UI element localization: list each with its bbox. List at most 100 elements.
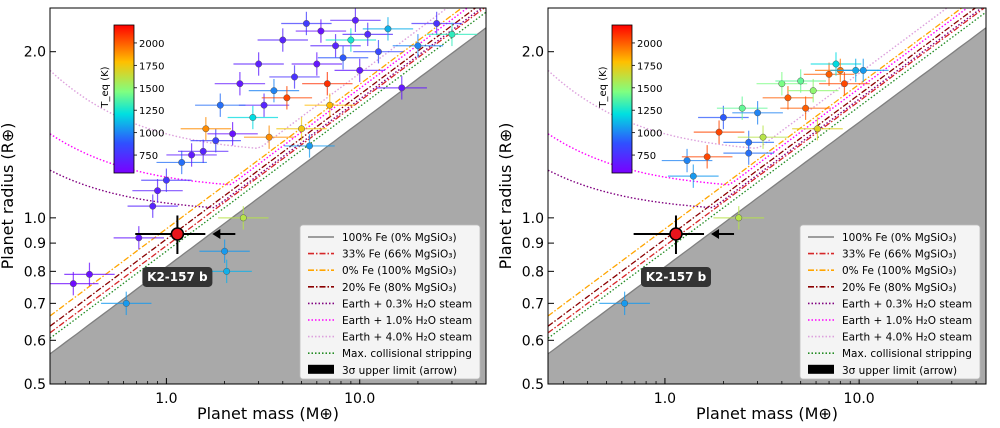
data-point [384, 25, 392, 33]
colorbar-tick-label: 1500 [637, 84, 662, 95]
data-point [313, 60, 321, 68]
model-curve [548, 8, 986, 334]
legend-box [299, 224, 481, 380]
colorbar-tick-label: 1500 [139, 84, 164, 95]
legend-label: 0% Fe (100% MgSiO₃) [342, 265, 457, 277]
y-axis-title: Planet radius (R⊕) [0, 123, 17, 270]
model-curve [548, 11, 986, 339]
data-point [448, 30, 456, 38]
steam-curve [50, 8, 469, 186]
callout-box [142, 266, 213, 287]
data-point [414, 42, 422, 50]
callout-label: K2-157 b [147, 270, 208, 284]
data-point [375, 48, 382, 56]
legend-swatch [308, 364, 334, 374]
y-tick-label: 1.0 [24, 211, 46, 227]
model-curve [50, 8, 463, 317]
plot-frame [547, 7, 987, 385]
y-tick-label: 0.9 [24, 236, 46, 252]
colorbar-label: T_eq (K) [598, 66, 609, 108]
y-tick-label: 1.0 [522, 211, 544, 227]
data-point [202, 125, 210, 133]
model-curve [50, 8, 477, 327]
data-point [813, 125, 821, 133]
legend-label: Earth + 4.0% H₂O steam [342, 332, 472, 344]
model-curve [548, 27, 986, 355]
data-point [398, 84, 406, 92]
data-point [279, 36, 287, 44]
x-tick-label: 1.0 [155, 391, 177, 407]
data-point [825, 70, 833, 78]
legend-label: Earth + 0.3% H₂O steam [342, 298, 472, 310]
callout-label: K2-157 b [646, 270, 707, 284]
data-point [364, 30, 372, 38]
data-point [683, 157, 691, 165]
data-point [840, 80, 848, 88]
y-axis-title: Planet radius (R⊕) [496, 123, 515, 270]
upper-limit-arrow-head [212, 228, 221, 239]
data-point [703, 153, 711, 161]
data-point [135, 234, 143, 242]
data-point [178, 159, 186, 166]
data-point [433, 20, 441, 27]
chart-panel-left: K2-157 b 1.0 10.0 0.5 0.6 0.7 0.8 0.9 1.0 2.0 Plan… [0, 7, 487, 423]
data-point [221, 247, 229, 255]
y-tick-label: 0.9 [522, 236, 544, 252]
model-curve [548, 8, 977, 327]
data-point [86, 270, 93, 278]
legend-swatch [808, 364, 834, 374]
legend-label: 0% Fe (100% MgSiO₃) [842, 265, 957, 277]
y-tick-label: 0.5 [24, 377, 46, 393]
data-point [784, 94, 792, 102]
colorbar-tick-label: 1250 [139, 106, 164, 117]
data-point [229, 130, 237, 138]
colorbar-tick-label: 1750 [637, 61, 662, 72]
legend-label: 3σ upper limit (arrow) [342, 365, 457, 377]
legend-label: Max. collisional stripping [342, 348, 472, 360]
legend-label: 33% Fe (66% MgSiO₃) [842, 249, 957, 261]
data-point [283, 94, 291, 102]
data-point [347, 36, 355, 44]
data-point [270, 87, 278, 95]
data-point [149, 202, 157, 210]
data-point [735, 214, 743, 222]
highlight-planet [170, 227, 185, 241]
y-tick-label: 0.7 [24, 296, 46, 312]
colorbar-tick-label: 750 [139, 151, 158, 162]
data-point [323, 80, 331, 88]
data-point [188, 151, 196, 159]
legend-label: 33% Fe (66% MgSiO₃) [342, 249, 457, 261]
data-point [689, 172, 697, 180]
data-point [306, 142, 313, 150]
data-point [802, 104, 810, 112]
legend-label: Earth + 4.0% H₂O steam [842, 332, 972, 344]
y-tick-label: 2.0 [522, 45, 544, 61]
highlight-planet [669, 227, 683, 241]
data-point [317, 27, 325, 35]
data-point [249, 114, 257, 121]
data-point [351, 16, 359, 24]
legend-label: 20% Fe (80% MgSiO₃) [842, 282, 957, 294]
steam-curve [548, 8, 983, 209]
colorbar-tick-label: 1250 [637, 106, 662, 117]
data-point [239, 214, 247, 222]
legend-label: 100% Fe (0% MgSiO₃) [342, 232, 457, 244]
x-tick-label: 10.0 [344, 391, 375, 407]
data-point [212, 137, 220, 145]
legend-label: Earth + 1.0% H₂O steam [342, 315, 472, 327]
data-point [265, 133, 273, 141]
data-point [260, 101, 268, 109]
legend-label: Earth + 1.0% H₂O steam [842, 315, 972, 327]
steam-curve [50, 8, 483, 209]
y-tick-label: 0.6 [522, 333, 544, 349]
x-tick-label: 10.0 [844, 391, 875, 407]
data-point [154, 187, 161, 195]
model-curve [50, 27, 486, 355]
data-point [754, 109, 762, 117]
colorbar-tick-label: 1000 [139, 129, 164, 140]
x-axis-title: Planet mass (M⊕) [696, 404, 838, 423]
data-point [199, 147, 207, 155]
legend-label: 20% Fe (80% MgSiO₃) [342, 282, 457, 294]
